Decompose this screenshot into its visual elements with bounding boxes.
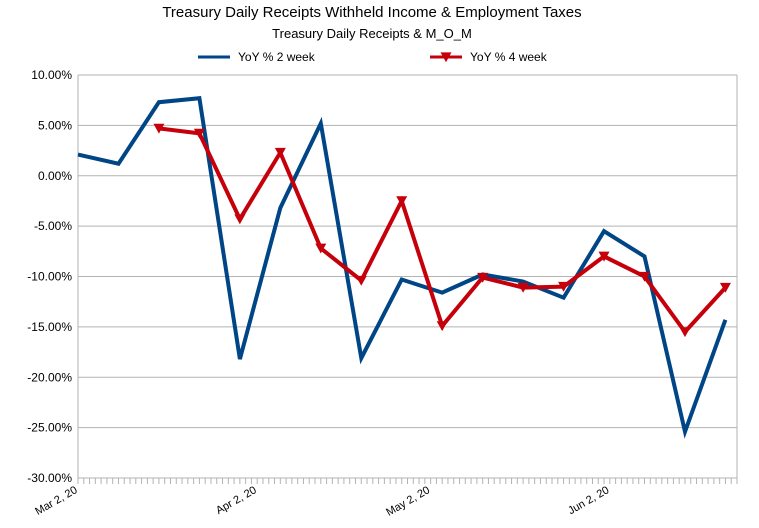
y-tick-label: 10.00%: [31, 68, 72, 82]
legend-label-4week: YoY % 4 week: [470, 50, 548, 64]
series-line-0: [78, 98, 725, 432]
y-tick-label: -15.00%: [27, 320, 72, 334]
x-tick-label: Apr 2, 20: [214, 484, 259, 517]
legend-label-2week: YoY % 2 week: [238, 50, 316, 64]
y-tick-label: -30.00%: [27, 471, 72, 485]
series-line-1: [159, 128, 726, 332]
y-tick-label: 5.00%: [38, 118, 72, 132]
y-tick-label: -25.00%: [27, 421, 72, 435]
data-point-marker: [356, 276, 367, 286]
series-layer: [78, 98, 731, 432]
y-tick-label: -10.00%: [27, 270, 72, 284]
data-point-marker: [679, 327, 690, 337]
chart-subtitle: Treasury Daily Receipts & M_O_M: [272, 26, 472, 41]
gridlines: [78, 75, 737, 478]
data-point-marker: [437, 321, 448, 331]
axes: 10.00% 5.00% 0.00% -5.00% -10.00% -15.00% -20.…: [27, 68, 737, 519]
chart-title: Treasury Daily Receipts Withheld Income …: [162, 4, 581, 21]
legend: YoY % 2 week YoY % 4 week: [198, 50, 548, 64]
x-tick-label: Jun 2, 20: [566, 484, 611, 517]
y-tick-label: 0.00%: [38, 169, 72, 183]
x-tick-label: May 2, 20: [384, 484, 432, 519]
x-tick-label: Mar 2, 20: [33, 484, 79, 518]
y-tick-label: -20.00%: [27, 370, 72, 384]
data-point-marker: [234, 214, 245, 224]
y-tick-label: -5.00%: [34, 219, 72, 233]
